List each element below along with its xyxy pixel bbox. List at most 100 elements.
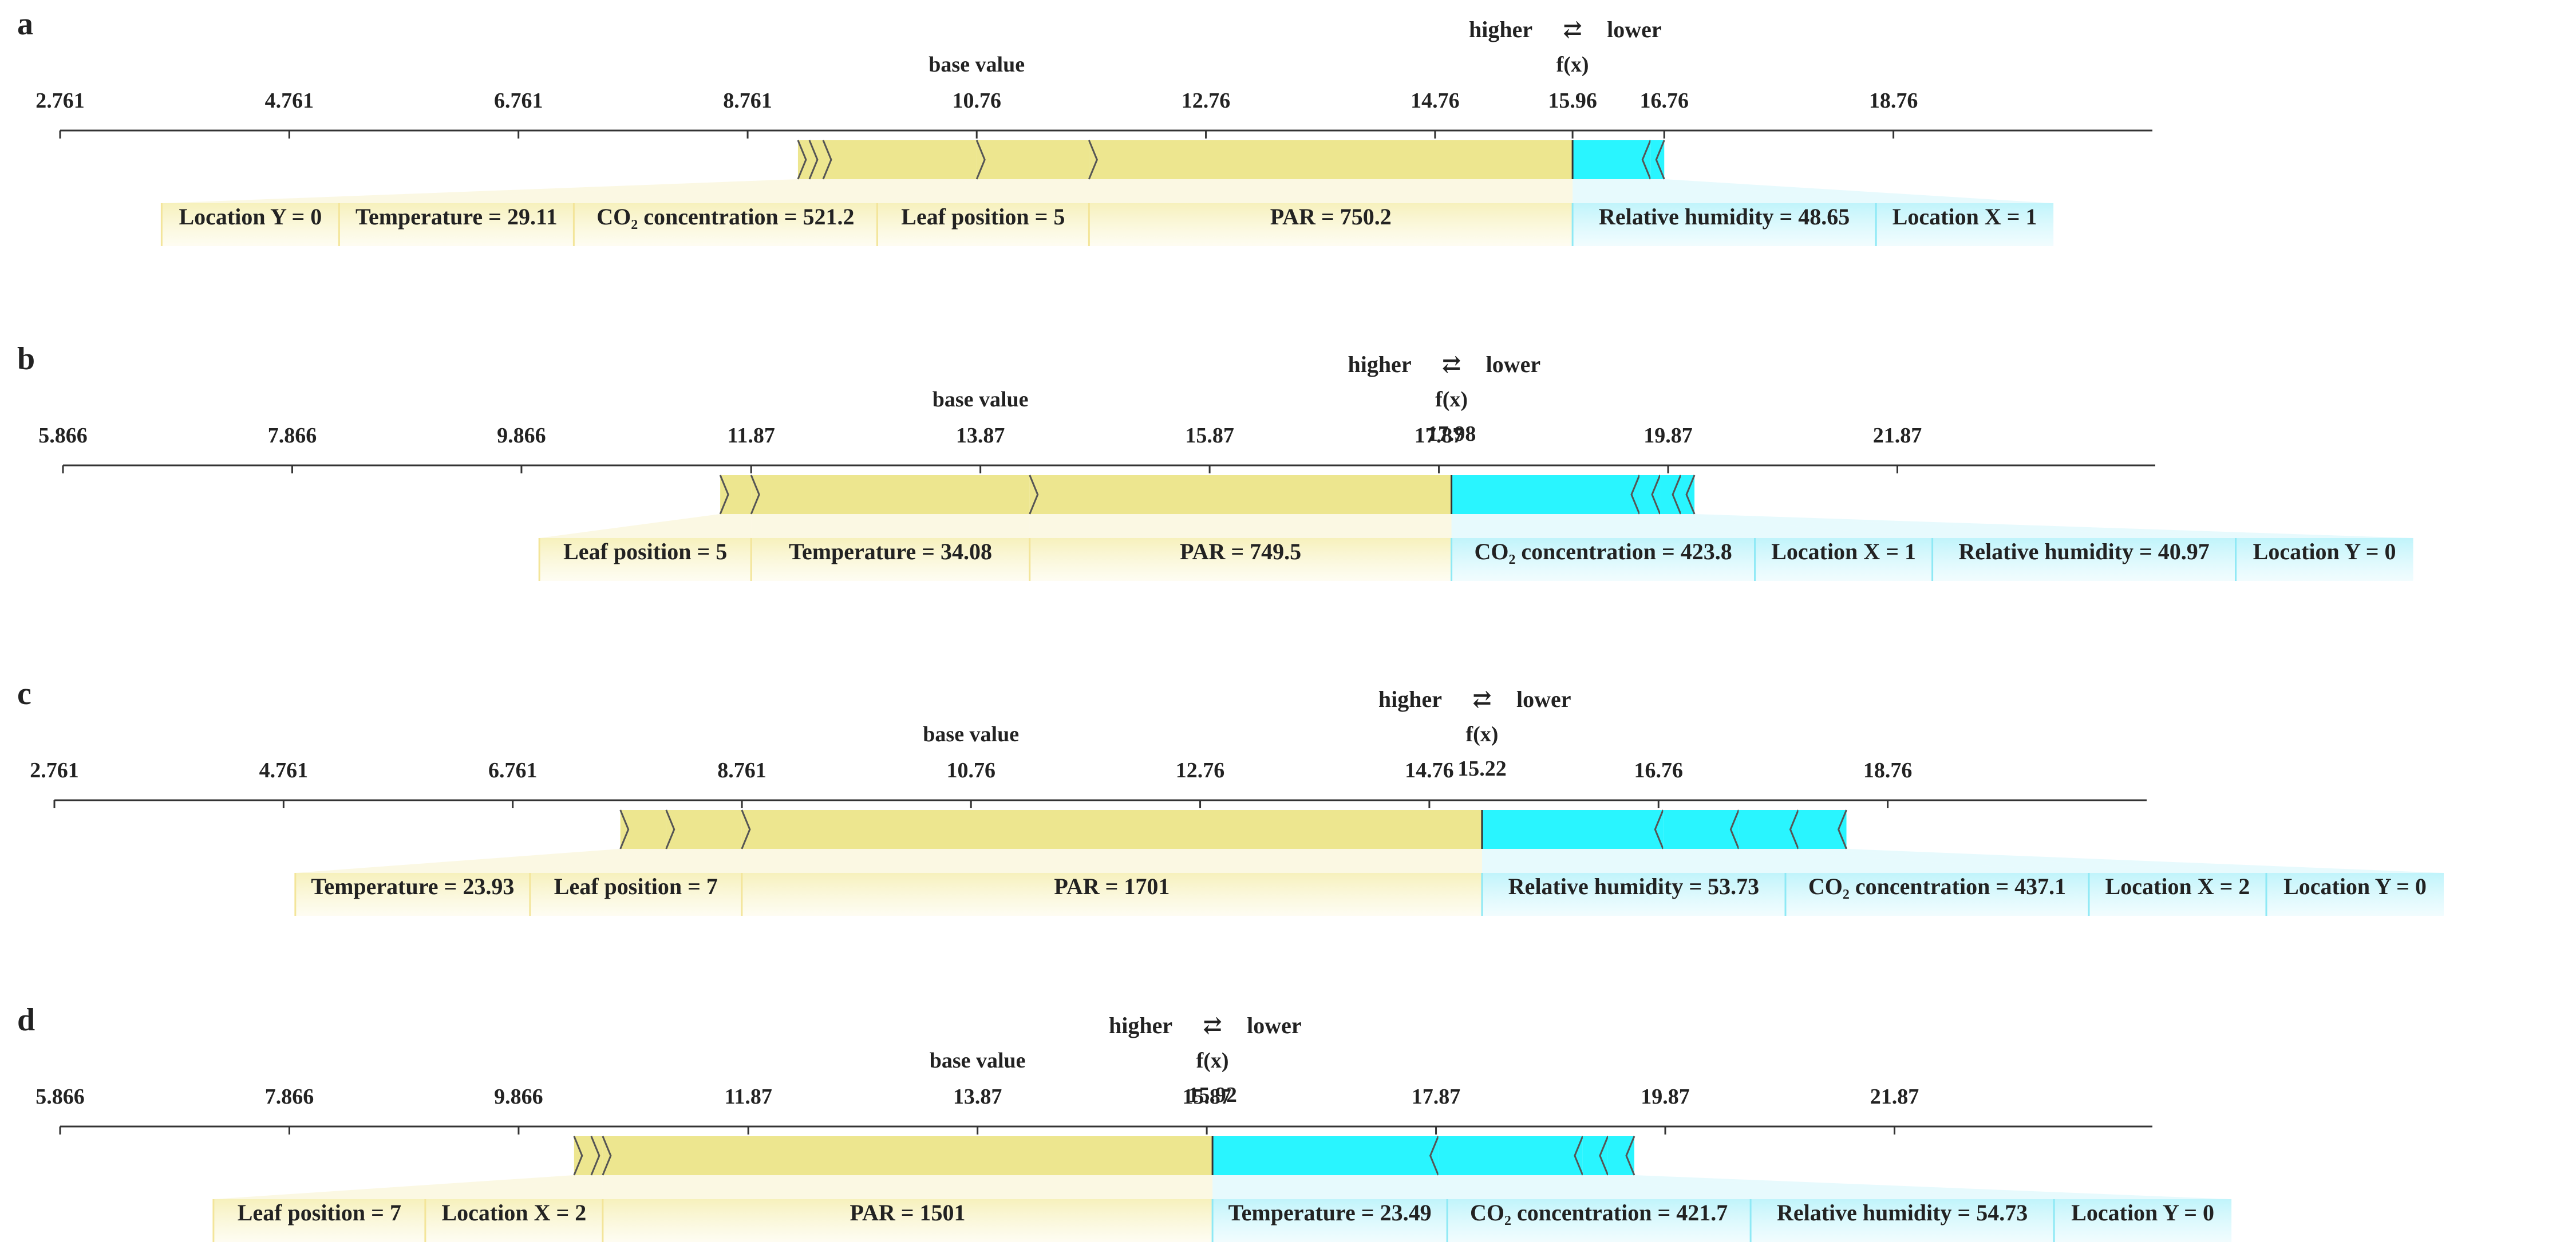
feature-label-band <box>2054 1199 2232 1242</box>
force-chevron-icon <box>619 809 630 849</box>
x-tick-label: 21.87 <box>1873 424 1922 448</box>
feature-connector <box>539 514 752 538</box>
force-chevron-icon <box>1729 809 1740 849</box>
x-tick-label: 12.76 <box>1182 89 1231 113</box>
negative-feature-label: Location Y = 0 <box>2283 873 2427 899</box>
force-chevron-icon <box>1630 475 1641 515</box>
positive-feature-label: Location Y = 0 <box>179 204 322 230</box>
negative-feature-label: Location Y = 0 <box>2253 539 2396 564</box>
feature-label-band <box>213 1199 425 1242</box>
lower-label: lower <box>1516 686 1571 712</box>
positive-feature-label: PAR = 749.5 <box>1180 539 1301 564</box>
force-chevron-icon <box>741 809 751 849</box>
higher-lower-arrows-icon: ⇄ <box>1563 17 1582 42</box>
feature-connector <box>1582 1175 2055 1199</box>
positive-feature-label: Temperature = 23.93 <box>311 873 514 899</box>
feature-label-band <box>1447 1199 1751 1242</box>
negative-force-bar <box>1212 1136 1439 1175</box>
feature-connector <box>877 179 1089 203</box>
x-tick-label: 12.76 <box>1176 758 1225 782</box>
negative-force-bar <box>1607 1136 1634 1175</box>
feature-connector <box>602 1175 1213 1199</box>
force-chevron-icon <box>1789 809 1799 849</box>
positive-force-bar <box>602 1136 1213 1175</box>
x-tick-label: 13.87 <box>953 1085 1002 1109</box>
force-chevron-icon <box>822 140 832 180</box>
positive-feature-label: Location X = 2 <box>441 1200 586 1226</box>
feature-connector <box>213 1175 591 1199</box>
feature-label-band <box>1755 538 1933 581</box>
negative-feature-label: CO₂ concentration = 423.8 <box>1474 539 1732 564</box>
x-tick-label: 9.866 <box>497 424 546 448</box>
negative-feature-label: Location X = 1 <box>1771 539 1916 564</box>
force-chevron-icon <box>1655 140 1665 180</box>
force-panel-a: a 2.761 4.761 6.761 8.761 10.76 12.76 14.76 15.9… <box>17 6 2152 246</box>
feature-connector <box>1451 514 1755 538</box>
lower-label: lower <box>1607 17 1662 42</box>
positive-force-bar <box>977 140 1089 179</box>
feature-connector <box>1660 514 2236 538</box>
x-tick-label: 2.761 <box>35 89 85 113</box>
force-chevron-icon <box>1088 140 1098 180</box>
feature-connector <box>1739 849 2266 873</box>
feature-label-band <box>2088 873 2266 916</box>
higher-label: higher <box>1378 686 1442 712</box>
feature-label-band <box>1876 203 2054 246</box>
feature-label-band <box>1573 203 1876 246</box>
lower-label: lower <box>1486 351 1541 377</box>
negative-feature-label: Relative humidity = 48.65 <box>1599 204 1850 230</box>
force-chevron-icon <box>1651 475 1661 515</box>
negative-feature-label: CO₂ concentration = 437.1 <box>1808 873 2066 899</box>
higher-lower-arrows-icon: ⇄ <box>1442 351 1461 377</box>
feature-connector <box>425 1175 603 1199</box>
force-panel-c: c 2.761 4.761 6.761 8.761 10.76 12.76 14.76 16.7… <box>17 676 2444 916</box>
base-value-label: base value <box>929 53 1025 77</box>
feature-label-band <box>2266 873 2444 916</box>
force-chevron-icon <box>1654 809 1664 849</box>
negative-force-bar <box>1582 1136 1608 1175</box>
feature-label-band <box>339 203 574 246</box>
higher-label: higher <box>1109 1013 1172 1038</box>
force-chevron-icon <box>1672 475 1682 515</box>
force-chevron-icon <box>719 475 729 515</box>
negative-force-bar <box>1438 1136 1583 1175</box>
x-tick-label: 11.87 <box>727 424 775 448</box>
force-chevron-icon <box>1837 809 1847 849</box>
force-chevron-icon <box>573 1136 583 1176</box>
negative-force-bar <box>1451 475 1639 514</box>
fx-value: 15.22 <box>1457 757 1507 781</box>
feature-label-band <box>1089 203 1573 246</box>
force-chevron-icon <box>808 140 819 180</box>
feature-label-band <box>877 203 1089 246</box>
x-tick-label: 15.87 <box>1182 1085 1231 1109</box>
x-tick-label: 11.87 <box>724 1085 772 1109</box>
x-tick-label: 10.76 <box>946 758 995 782</box>
positive-force-bar <box>751 475 1030 514</box>
negative-feature-label: Location Y = 0 <box>2071 1200 2214 1226</box>
panel-letter: a <box>17 6 33 42</box>
feature-connector <box>1029 514 1452 538</box>
feature-connector <box>1681 514 2413 538</box>
x-tick-label: 13.87 <box>956 424 1005 448</box>
x-tick-label: 21.87 <box>1870 1085 1919 1109</box>
feature-connector <box>741 849 1482 873</box>
feature-connector <box>751 514 1030 538</box>
x-tick-label: 7.866 <box>265 1085 314 1109</box>
feature-connector <box>1212 1175 1448 1199</box>
base-value-label: base value <box>923 722 1019 746</box>
force-chevron-icon <box>602 1136 612 1176</box>
x-tick-label: 14.76 <box>1411 89 1460 113</box>
x-tick-label: 4.761 <box>265 89 314 113</box>
higher-lower-arrows-icon: ⇄ <box>1203 1013 1222 1038</box>
x-tick-label: 14.76 <box>1405 758 1454 782</box>
force-chevron-icon <box>665 809 675 849</box>
negative-feature-label: Relative humidity = 40.97 <box>1958 539 2209 564</box>
x-tick-label: 4.761 <box>259 758 309 782</box>
x-tick-label: 8.761 <box>723 89 772 113</box>
feature-label-band <box>1451 538 1755 581</box>
feature-connector <box>339 179 823 203</box>
feature-label-band <box>1212 1199 1448 1242</box>
higher-label: higher <box>1348 351 1411 377</box>
feature-connector <box>1607 1175 2232 1199</box>
x-tick-label: 6.761 <box>488 758 538 782</box>
